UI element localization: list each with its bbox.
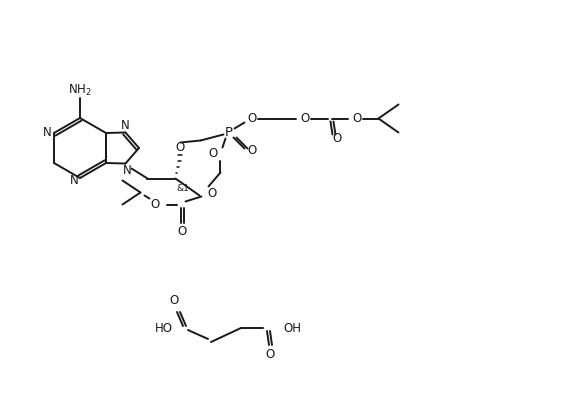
Text: P: P [224, 126, 232, 139]
Text: O: O [208, 187, 217, 200]
Text: N: N [123, 164, 132, 177]
Text: OH: OH [283, 322, 301, 335]
Text: NH$_2$: NH$_2$ [68, 83, 92, 98]
Text: O: O [151, 198, 160, 211]
Text: N: N [43, 126, 51, 139]
Text: O: O [176, 141, 185, 154]
Text: &1: &1 [177, 184, 190, 193]
Text: O: O [178, 225, 187, 238]
Text: HO: HO [155, 322, 173, 335]
Text: O: O [248, 144, 257, 157]
Text: O: O [209, 147, 218, 160]
Text: O: O [248, 112, 257, 125]
Text: O: O [301, 112, 310, 125]
Text: O: O [266, 348, 275, 362]
Text: O: O [333, 132, 342, 145]
Text: O: O [353, 112, 362, 125]
Text: N: N [121, 119, 130, 132]
Text: O: O [169, 294, 179, 307]
Text: N: N [69, 173, 78, 186]
